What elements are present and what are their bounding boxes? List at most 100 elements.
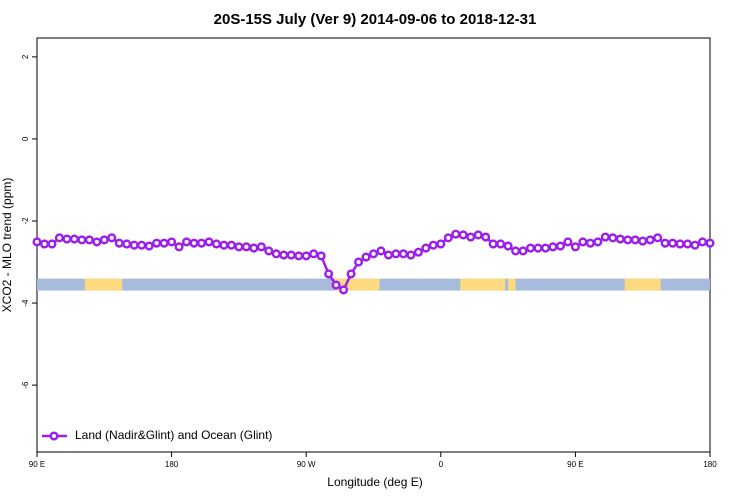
data-point [481,232,491,242]
data-point [144,241,154,251]
x-axis-label: Longitude (deg E) [327,475,422,489]
data-point [316,251,326,261]
legend-label: Land (Nadir&Glint) and Ocean (Glint) [75,428,272,442]
data-point [84,235,94,245]
x-tick-label: 90 E [567,460,583,469]
x-tick-label: 180 [703,460,717,469]
data-point [518,246,528,256]
data-point [593,237,603,247]
data-point [47,239,57,249]
data-point [211,239,222,249]
data-point [630,235,640,245]
data-point [286,250,296,260]
data-point [660,238,670,248]
y-tick-label: -2 [21,217,30,225]
data-point [525,243,536,253]
land-band [460,278,506,291]
data-point [301,251,311,261]
data-point [570,242,580,252]
data-point [421,243,431,253]
data-point [159,238,169,248]
data-point [39,239,50,249]
data-point [563,237,573,247]
data-point [294,251,304,261]
data-point [122,239,132,249]
data-point [241,242,251,252]
data-point [451,229,461,239]
data-point [152,238,162,248]
legend-marker [49,431,59,441]
x-tick-label: 90 W [297,460,316,469]
data-point [129,240,139,250]
data-point [668,238,678,248]
data-point [623,235,633,245]
x-tick-label: 0 [439,460,444,469]
data-point [585,238,595,248]
y-tick-label: 2 [21,54,30,59]
data-point [406,250,416,260]
y-tick-label: 0 [21,136,30,141]
data-point [638,236,648,246]
data-point [189,238,199,248]
data-point [353,257,364,267]
data-point [533,243,543,253]
data-point [196,238,207,248]
data-point [62,234,72,244]
data-point [339,285,349,295]
data-point [226,240,236,250]
land-band [508,278,516,291]
data-point [361,252,371,262]
data-point [503,241,513,251]
data-point [92,237,102,247]
data-point [578,237,588,247]
data-point [368,249,379,259]
data-point [436,239,446,249]
data-point [615,234,625,244]
data-point [376,246,386,256]
data-point [473,230,483,240]
data-point [675,239,685,249]
y-axis-label: XCO2 - MLO trend (ppm) [0,178,14,313]
data-point [645,235,655,245]
data-point [488,239,498,249]
data-point [683,239,693,249]
land-band [624,278,661,291]
data-point [279,250,289,260]
x-tick-label: 180 [165,460,179,469]
data-point [555,241,565,251]
data-point [54,233,64,243]
data-point [114,238,124,248]
data-point [548,242,558,252]
data-point [511,246,521,256]
data-point [249,243,259,253]
data-point [690,240,700,250]
data-point [271,249,281,259]
data-point [600,232,610,242]
data-point [697,237,708,247]
y-tick-label: -4 [21,299,30,307]
data-point [309,249,319,259]
data-point [540,243,551,253]
data-point [443,233,453,243]
data-point [391,249,401,259]
data-point [174,242,184,252]
data-point [458,230,468,240]
land-band [84,278,123,291]
data-point [204,237,214,247]
x-tick-label: 90 E [29,460,45,469]
data-point [346,269,356,279]
data-point [653,233,663,243]
data-point [219,240,229,250]
data-point [496,239,506,249]
data-point [137,240,147,250]
data-point [413,247,423,257]
data-point [256,242,266,252]
y-tick-label: -6 [21,381,30,389]
data-point [264,246,274,256]
data-point [77,235,87,245]
data-point [234,242,244,252]
data-point [466,232,476,242]
data-point [167,237,177,247]
data-point [383,250,394,260]
